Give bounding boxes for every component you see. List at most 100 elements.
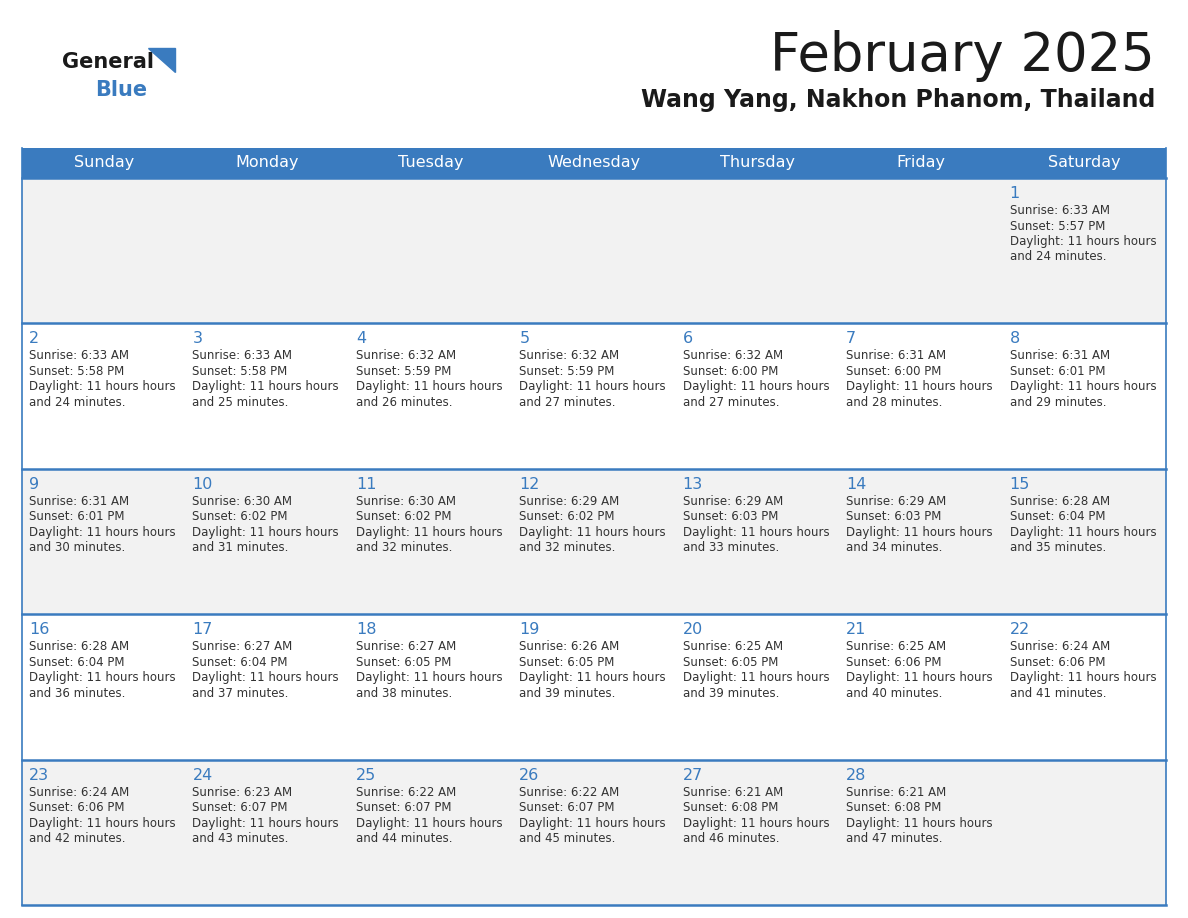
Text: Sunrise: 6:21 AM: Sunrise: 6:21 AM [683, 786, 783, 799]
Text: Saturday: Saturday [1048, 155, 1120, 171]
Text: Sunrise: 6:30 AM: Sunrise: 6:30 AM [356, 495, 456, 508]
Text: 14: 14 [846, 476, 866, 492]
Text: Sunset: 5:59 PM: Sunset: 5:59 PM [356, 364, 451, 378]
Text: and 30 minutes.: and 30 minutes. [29, 542, 125, 554]
Text: and 25 minutes.: and 25 minutes. [192, 396, 289, 409]
Text: Sunset: 6:03 PM: Sunset: 6:03 PM [846, 510, 942, 523]
Text: and 43 minutes.: and 43 minutes. [192, 832, 289, 845]
Text: Sunrise: 6:31 AM: Sunrise: 6:31 AM [846, 350, 947, 363]
Text: Daylight: 11 hours hours: Daylight: 11 hours hours [29, 380, 176, 394]
Text: 20: 20 [683, 622, 703, 637]
Text: and 26 minutes.: and 26 minutes. [356, 396, 453, 409]
Text: 10: 10 [192, 476, 213, 492]
Text: and 36 minutes.: and 36 minutes. [29, 687, 126, 700]
Bar [23, 148, 1165, 178]
Text: Sunset: 6:07 PM: Sunset: 6:07 PM [356, 801, 451, 814]
Text: Sunrise: 6:26 AM: Sunrise: 6:26 AM [519, 640, 619, 654]
Text: 11: 11 [356, 476, 377, 492]
Text: and 45 minutes.: and 45 minutes. [519, 832, 615, 845]
Bar [23, 178, 1165, 323]
Text: Daylight: 11 hours hours: Daylight: 11 hours hours [846, 671, 993, 684]
Text: and 35 minutes.: and 35 minutes. [1010, 542, 1106, 554]
Text: Daylight: 11 hours hours: Daylight: 11 hours hours [846, 380, 993, 394]
Text: 25: 25 [356, 767, 377, 783]
Text: Sunrise: 6:30 AM: Sunrise: 6:30 AM [192, 495, 292, 508]
Text: Daylight: 11 hours hours: Daylight: 11 hours hours [192, 526, 339, 539]
Text: Sunrise: 6:33 AM: Sunrise: 6:33 AM [1010, 204, 1110, 217]
Text: 5: 5 [519, 331, 530, 346]
Text: and 34 minutes.: and 34 minutes. [846, 542, 942, 554]
Text: Sunset: 5:59 PM: Sunset: 5:59 PM [519, 364, 614, 378]
Text: Daylight: 11 hours hours: Daylight: 11 hours hours [683, 380, 829, 394]
Text: and 27 minutes.: and 27 minutes. [519, 396, 615, 409]
Text: 7: 7 [846, 331, 857, 346]
Text: and 40 minutes.: and 40 minutes. [846, 687, 942, 700]
Text: Daylight: 11 hours hours: Daylight: 11 hours hours [1010, 526, 1156, 539]
Text: Daylight: 11 hours hours: Daylight: 11 hours hours [192, 671, 339, 684]
Text: Sunrise: 6:29 AM: Sunrise: 6:29 AM [846, 495, 947, 508]
Text: Daylight: 11 hours hours: Daylight: 11 hours hours [519, 671, 666, 684]
Text: Daylight: 11 hours hours: Daylight: 11 hours hours [192, 380, 339, 394]
Text: and 42 minutes.: and 42 minutes. [29, 832, 126, 845]
Text: Sunset: 6:05 PM: Sunset: 6:05 PM [356, 655, 451, 668]
Text: Daylight: 11 hours hours: Daylight: 11 hours hours [683, 671, 829, 684]
Text: Sunrise: 6:33 AM: Sunrise: 6:33 AM [192, 350, 292, 363]
Text: 18: 18 [356, 622, 377, 637]
Text: Sunrise: 6:29 AM: Sunrise: 6:29 AM [683, 495, 783, 508]
Text: 23: 23 [29, 767, 49, 783]
Text: Sunrise: 6:22 AM: Sunrise: 6:22 AM [519, 786, 619, 799]
Text: Sunset: 6:04 PM: Sunset: 6:04 PM [1010, 510, 1105, 523]
Text: 27: 27 [683, 767, 703, 783]
Text: and 38 minutes.: and 38 minutes. [356, 687, 453, 700]
Text: and 32 minutes.: and 32 minutes. [519, 542, 615, 554]
Text: Sunset: 6:07 PM: Sunset: 6:07 PM [192, 801, 287, 814]
Text: Daylight: 11 hours hours: Daylight: 11 hours hours [29, 817, 176, 830]
Text: Daylight: 11 hours hours: Daylight: 11 hours hours [846, 526, 993, 539]
Text: February 2025: February 2025 [770, 30, 1155, 82]
Text: Sunrise: 6:25 AM: Sunrise: 6:25 AM [846, 640, 947, 654]
Text: Sunrise: 6:28 AM: Sunrise: 6:28 AM [29, 640, 129, 654]
Text: Sunrise: 6:27 AM: Sunrise: 6:27 AM [356, 640, 456, 654]
Text: Daylight: 11 hours hours: Daylight: 11 hours hours [846, 817, 993, 830]
Text: Daylight: 11 hours hours: Daylight: 11 hours hours [356, 526, 503, 539]
Text: 12: 12 [519, 476, 539, 492]
Text: Sunrise: 6:24 AM: Sunrise: 6:24 AM [1010, 640, 1110, 654]
Text: Sunset: 6:05 PM: Sunset: 6:05 PM [519, 655, 614, 668]
Polygon shape [148, 48, 175, 72]
Text: Daylight: 11 hours hours: Daylight: 11 hours hours [519, 380, 666, 394]
Text: Sunset: 6:00 PM: Sunset: 6:00 PM [846, 364, 942, 378]
Text: and 47 minutes.: and 47 minutes. [846, 832, 942, 845]
Text: Sunday: Sunday [74, 155, 134, 171]
Text: Sunrise: 6:24 AM: Sunrise: 6:24 AM [29, 786, 129, 799]
Text: and 41 minutes.: and 41 minutes. [1010, 687, 1106, 700]
Text: Sunrise: 6:32 AM: Sunrise: 6:32 AM [356, 350, 456, 363]
Text: and 39 minutes.: and 39 minutes. [519, 687, 615, 700]
Text: 22: 22 [1010, 622, 1030, 637]
Text: Sunset: 6:05 PM: Sunset: 6:05 PM [683, 655, 778, 668]
Text: Sunset: 5:57 PM: Sunset: 5:57 PM [1010, 219, 1105, 232]
Text: Daylight: 11 hours hours: Daylight: 11 hours hours [519, 817, 666, 830]
Text: 17: 17 [192, 622, 213, 637]
Text: Friday: Friday [897, 155, 946, 171]
Text: and 33 minutes.: and 33 minutes. [683, 542, 779, 554]
Text: Sunset: 6:02 PM: Sunset: 6:02 PM [356, 510, 451, 523]
Text: and 32 minutes.: and 32 minutes. [356, 542, 453, 554]
Bar [23, 469, 1165, 614]
Text: Daylight: 11 hours hours: Daylight: 11 hours hours [356, 380, 503, 394]
Text: Sunset: 6:04 PM: Sunset: 6:04 PM [29, 655, 125, 668]
Bar [23, 614, 1165, 759]
Text: and 24 minutes.: and 24 minutes. [29, 396, 126, 409]
Text: Sunrise: 6:25 AM: Sunrise: 6:25 AM [683, 640, 783, 654]
Text: Daylight: 11 hours hours: Daylight: 11 hours hours [683, 526, 829, 539]
Text: Daylight: 11 hours hours: Daylight: 11 hours hours [356, 817, 503, 830]
Text: Sunrise: 6:31 AM: Sunrise: 6:31 AM [1010, 350, 1110, 363]
Text: 19: 19 [519, 622, 539, 637]
Text: and 44 minutes.: and 44 minutes. [356, 832, 453, 845]
Bar [23, 323, 1165, 469]
Text: Sunset: 6:04 PM: Sunset: 6:04 PM [192, 655, 287, 668]
Text: and 39 minutes.: and 39 minutes. [683, 687, 779, 700]
Text: Sunrise: 6:23 AM: Sunrise: 6:23 AM [192, 786, 292, 799]
Text: 16: 16 [29, 622, 50, 637]
Text: Wednesday: Wednesday [548, 155, 640, 171]
Text: Daylight: 11 hours hours: Daylight: 11 hours hours [1010, 671, 1156, 684]
